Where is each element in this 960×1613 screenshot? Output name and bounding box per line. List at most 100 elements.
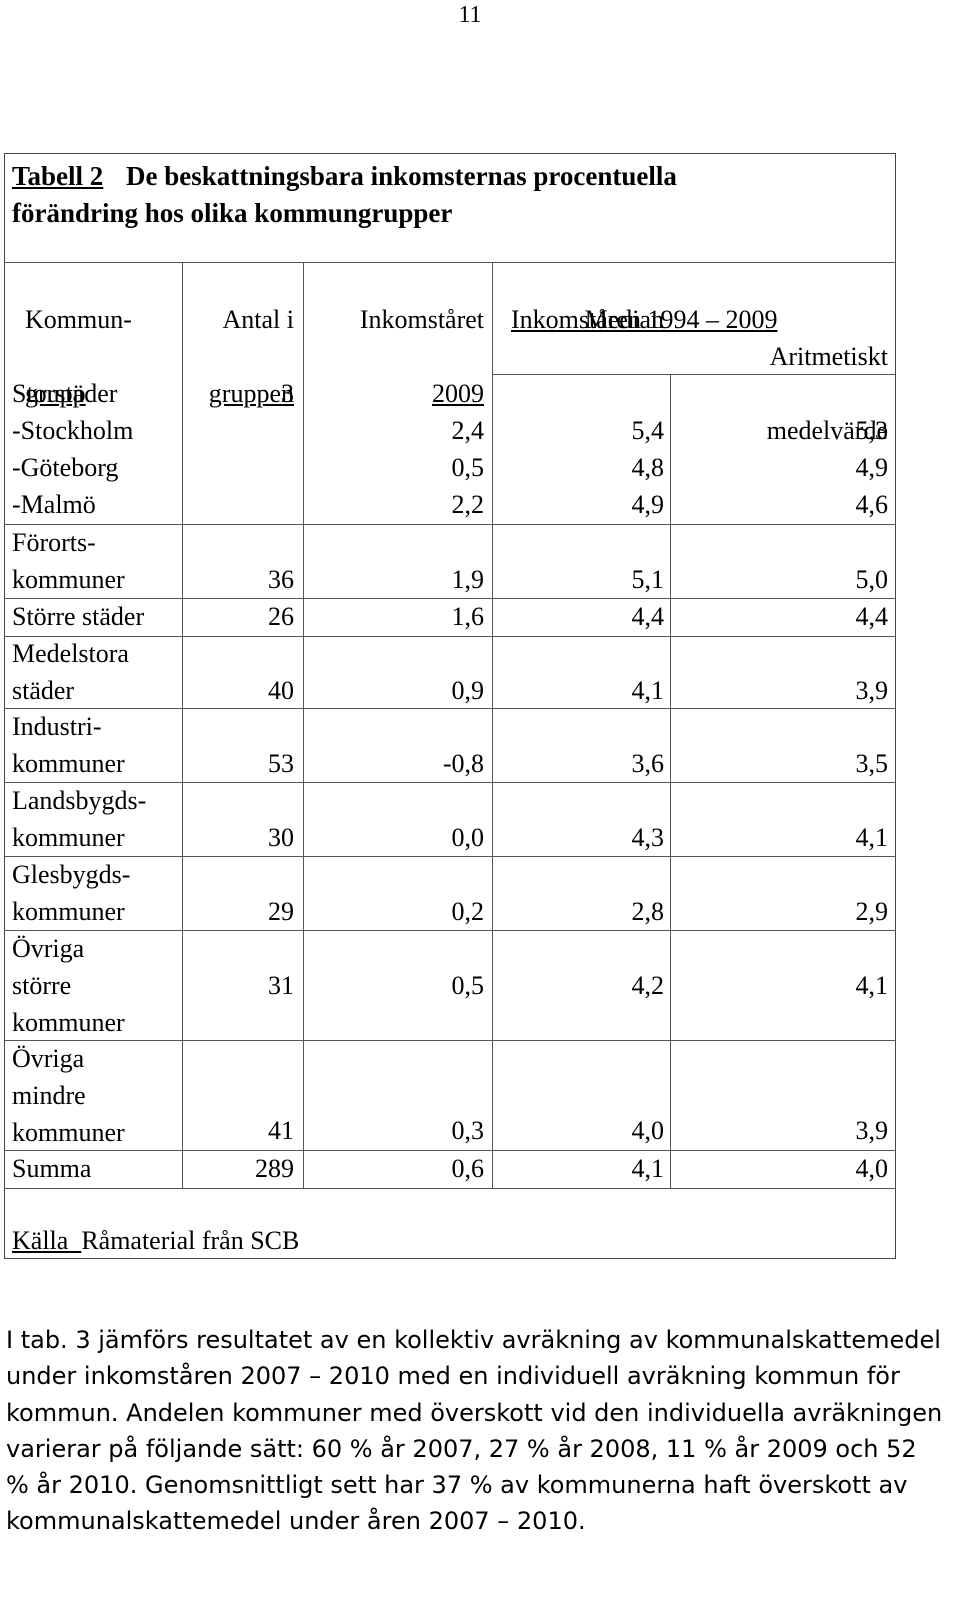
- row-year2009: 0,5: [451, 971, 485, 1000]
- column-rule: [182, 262, 183, 1188]
- row-median: 2,8: [631, 897, 665, 926]
- row-name: -Stockholm: [12, 416, 134, 445]
- row-count: 41: [268, 1116, 294, 1145]
- row-rule: [4, 708, 896, 709]
- row-year2009: 0,0: [451, 823, 485, 852]
- row-mean: 4,9: [855, 453, 889, 482]
- row-count: 40: [268, 676, 294, 705]
- row-rule: [4, 856, 896, 857]
- row-name-line: Glesbygds-: [12, 860, 131, 889]
- row-mean: 4,1: [855, 823, 889, 852]
- row-name: Större städer: [12, 602, 145, 631]
- row-mean: 3,5: [855, 749, 889, 778]
- row-count: 289: [255, 1154, 294, 1183]
- source-text: Råmaterial från SCB: [81, 1226, 300, 1255]
- row-rule: [4, 1040, 896, 1041]
- row-year2009: 0,5: [451, 453, 485, 482]
- row-year2009: 0,3: [451, 1116, 485, 1145]
- header-text: grupp: [25, 379, 86, 408]
- row-name-line: kommuner: [12, 1008, 125, 1037]
- row-name-line: Övriga: [12, 934, 85, 963]
- row-count: 31: [268, 971, 294, 1000]
- row-name: Storstäder: [12, 379, 118, 408]
- column-rule: [303, 262, 304, 1188]
- row-name-line: Förorts-: [12, 528, 96, 557]
- page-number: 11: [458, 2, 482, 28]
- row-mean: 3,9: [855, 1116, 889, 1145]
- header-text: medelvärde: [766, 416, 888, 445]
- source-divider: [4, 1188, 896, 1189]
- row-name-line: Industri-: [12, 712, 102, 741]
- row-rule: [4, 636, 896, 637]
- row-median: 4,4: [631, 602, 665, 631]
- row-count: 29: [268, 897, 294, 926]
- source-label: Källa: [12, 1226, 82, 1255]
- row-year2009: 0,2: [451, 897, 485, 926]
- header-rule: [492, 374, 895, 375]
- row-median: 4,9: [631, 490, 665, 519]
- row-name: Landsbygds-kommuner: [12, 782, 146, 856]
- row-mean: 3,9: [855, 676, 889, 705]
- title-divider: [4, 262, 896, 263]
- row-mean: 4,4: [855, 602, 889, 631]
- row-rule: [4, 1150, 896, 1151]
- row-name: -Göteborg: [12, 453, 119, 482]
- row-median: 3,6: [631, 749, 665, 778]
- row-mean: 4,6: [855, 490, 889, 519]
- header-text: Antal i: [222, 305, 295, 334]
- header-medelvarde: Aritmetiskt medelvärde: [674, 301, 888, 449]
- row-median: 5,4: [631, 416, 665, 445]
- row-year2009: 1,6: [451, 602, 485, 631]
- row-name-line: kommuner: [12, 1118, 125, 1147]
- row-name-line: kommuner: [12, 823, 125, 852]
- row-mean: 2,9: [855, 897, 889, 926]
- row-mean: 4,1: [855, 971, 889, 1000]
- row-count: 30: [268, 823, 294, 852]
- row-name-line: kommuner: [12, 749, 125, 778]
- row-mean: 5,0: [855, 565, 889, 594]
- body-paragraph: I tab. 3 jämförs resultatet av en kollek…: [6, 1326, 943, 1536]
- row-rule: [4, 598, 896, 599]
- row-median: 4,2: [631, 971, 665, 1000]
- row-median: 5,1: [631, 565, 665, 594]
- table-title: Tabell 2 De beskattningsbara inkomsterna…: [12, 158, 892, 232]
- header-text: Inkomståren 1994 – 2009: [511, 305, 778, 334]
- row-name-line: städer: [12, 676, 75, 705]
- row-year2009: 2,2: [451, 490, 485, 519]
- row-name: Glesbygds-kommuner: [12, 856, 130, 930]
- row-year2009: 0,6: [451, 1154, 485, 1183]
- header-text: Kommun-: [25, 305, 132, 334]
- row-name: Övriga större kommuner: [12, 930, 125, 1041]
- row-median: 4,8: [631, 453, 665, 482]
- header-inkomstaret: Inkomståret 2009: [306, 264, 484, 412]
- row-count: 26: [268, 602, 294, 631]
- header-text: Aritmetiskt: [769, 342, 888, 371]
- table-source: Källa Råmaterial från SCB: [12, 1222, 299, 1259]
- row-count: 3: [281, 379, 294, 408]
- header-text: gruppen: [208, 379, 294, 408]
- row-year2009: 1,9: [451, 565, 485, 594]
- row-name: Industri-kommuner: [12, 708, 125, 782]
- header-kommungrupp: Kommun- grupp: [12, 264, 180, 412]
- header-inkomstaren-span: Inkomståren 1994 – 2009: [498, 264, 878, 338]
- table-frame: [4, 153, 896, 1259]
- table-title-line1: De beskattningsbara inkomsternas procent…: [126, 161, 677, 191]
- row-count: 36: [268, 565, 294, 594]
- row-name-line: kommuner: [12, 565, 125, 594]
- row-median: 4,0: [631, 1116, 665, 1145]
- header-text: 2009: [432, 379, 484, 408]
- column-rule: [492, 262, 493, 1188]
- header-antal: Antal i gruppen: [186, 264, 294, 412]
- row-name-line: Landsbygds-: [12, 786, 147, 815]
- row-name-line: kommuner: [12, 897, 125, 926]
- row-mean: 4,0: [855, 1154, 889, 1183]
- row-name-line: Övriga: [12, 1044, 85, 1073]
- row-name: Medelstora städer: [12, 635, 129, 709]
- row-year2009: -0,8: [442, 749, 484, 778]
- row-rule: [4, 782, 896, 783]
- row-year2009: 2,4: [451, 416, 485, 445]
- table-title-line2: förändring hos olika kommungrupper: [12, 198, 453, 228]
- row-median: 4,1: [631, 676, 665, 705]
- row-mean: 5,3: [855, 416, 889, 445]
- header-median: Median: [584, 305, 664, 334]
